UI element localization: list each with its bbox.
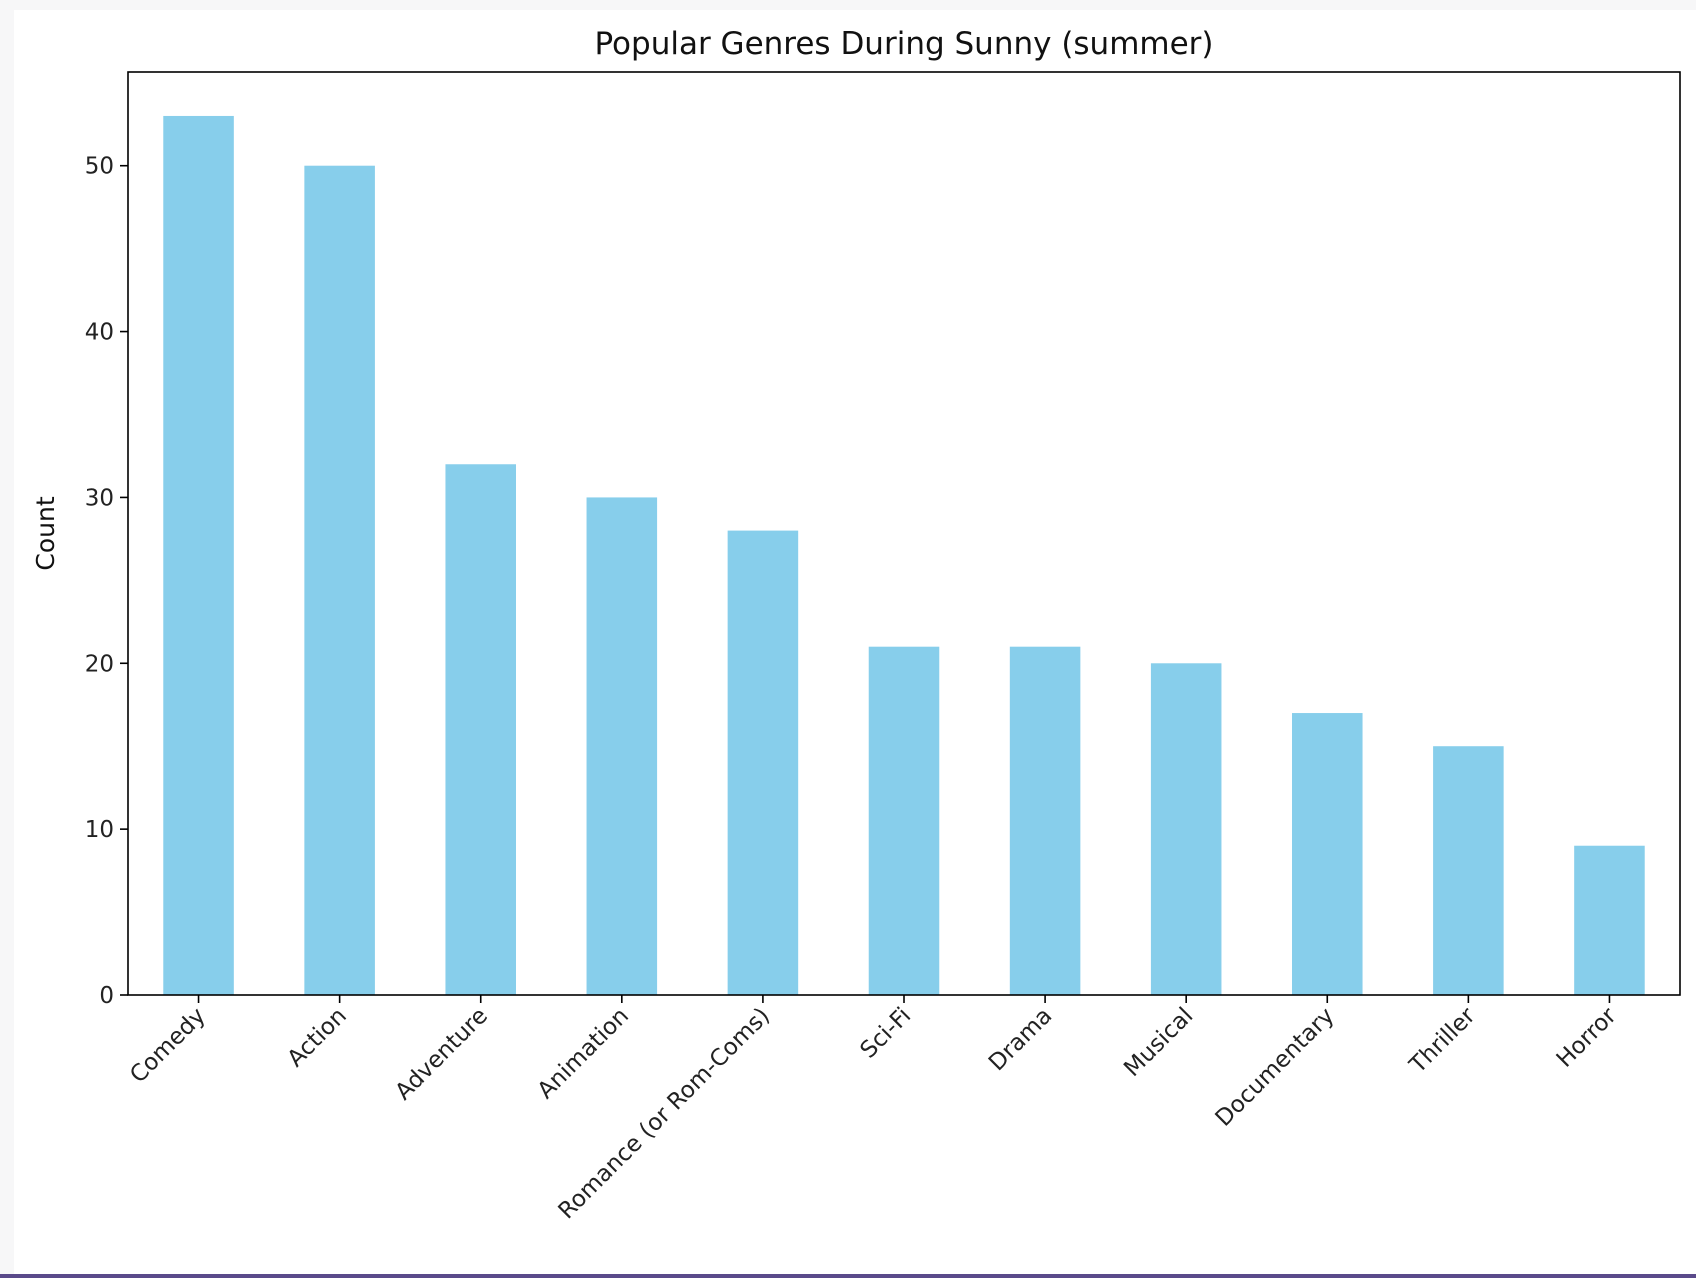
chart-title: Popular Genres During Sunny (summer) (594, 26, 1213, 62)
x-tick-label: Action (283, 1003, 352, 1072)
y-tick-label: 40 (85, 320, 114, 346)
bar-musical (1150, 663, 1222, 995)
bar-thriller (1433, 746, 1504, 995)
x-tick-label: Sci-Fi (856, 1003, 917, 1064)
bar-documentary (1292, 713, 1363, 995)
x-tick-label: Adventure (390, 1003, 493, 1106)
bar-chart: Popular Genres During Sunny (summer) Cou… (31, 26, 1681, 1224)
bars-group (163, 115, 1645, 996)
y-axis-label: Count (31, 496, 60, 570)
x-tick-label: Musical (1119, 1003, 1198, 1082)
y-ticks-group: 0 10 20 30 40 50 (85, 154, 128, 1009)
x-tick-label: Animation (533, 1003, 634, 1104)
bar-horror (1574, 845, 1645, 995)
x-tick-label: Drama (984, 1003, 1057, 1076)
x-tick-label: Documentary (1211, 1003, 1340, 1132)
bar-adventure (445, 464, 516, 995)
x-tick-label: Horror (1552, 1002, 1622, 1072)
plot-area-border (127, 71, 1681, 996)
x-tick-label: Comedy (125, 1003, 210, 1088)
y-tick-label: 50 (85, 154, 114, 180)
x-tick-label: Thriller (1404, 1002, 1481, 1079)
y-tick-label: 0 (99, 983, 114, 1009)
bar-romance-or-rom-coms (727, 530, 799, 995)
bar-drama (1009, 646, 1081, 995)
bar-animation (586, 497, 658, 995)
bar-comedy (163, 115, 234, 995)
bar-action (304, 165, 375, 996)
bar-sci-fi (868, 646, 940, 995)
figure-frame: Popular Genres During Sunny (summer) Cou… (14, 10, 1696, 1274)
y-tick-label: 20 (85, 651, 114, 677)
window-bottom-edge (0, 1274, 1696, 1278)
y-tick-label: 10 (85, 817, 114, 843)
y-tick-label: 30 (85, 485, 114, 511)
